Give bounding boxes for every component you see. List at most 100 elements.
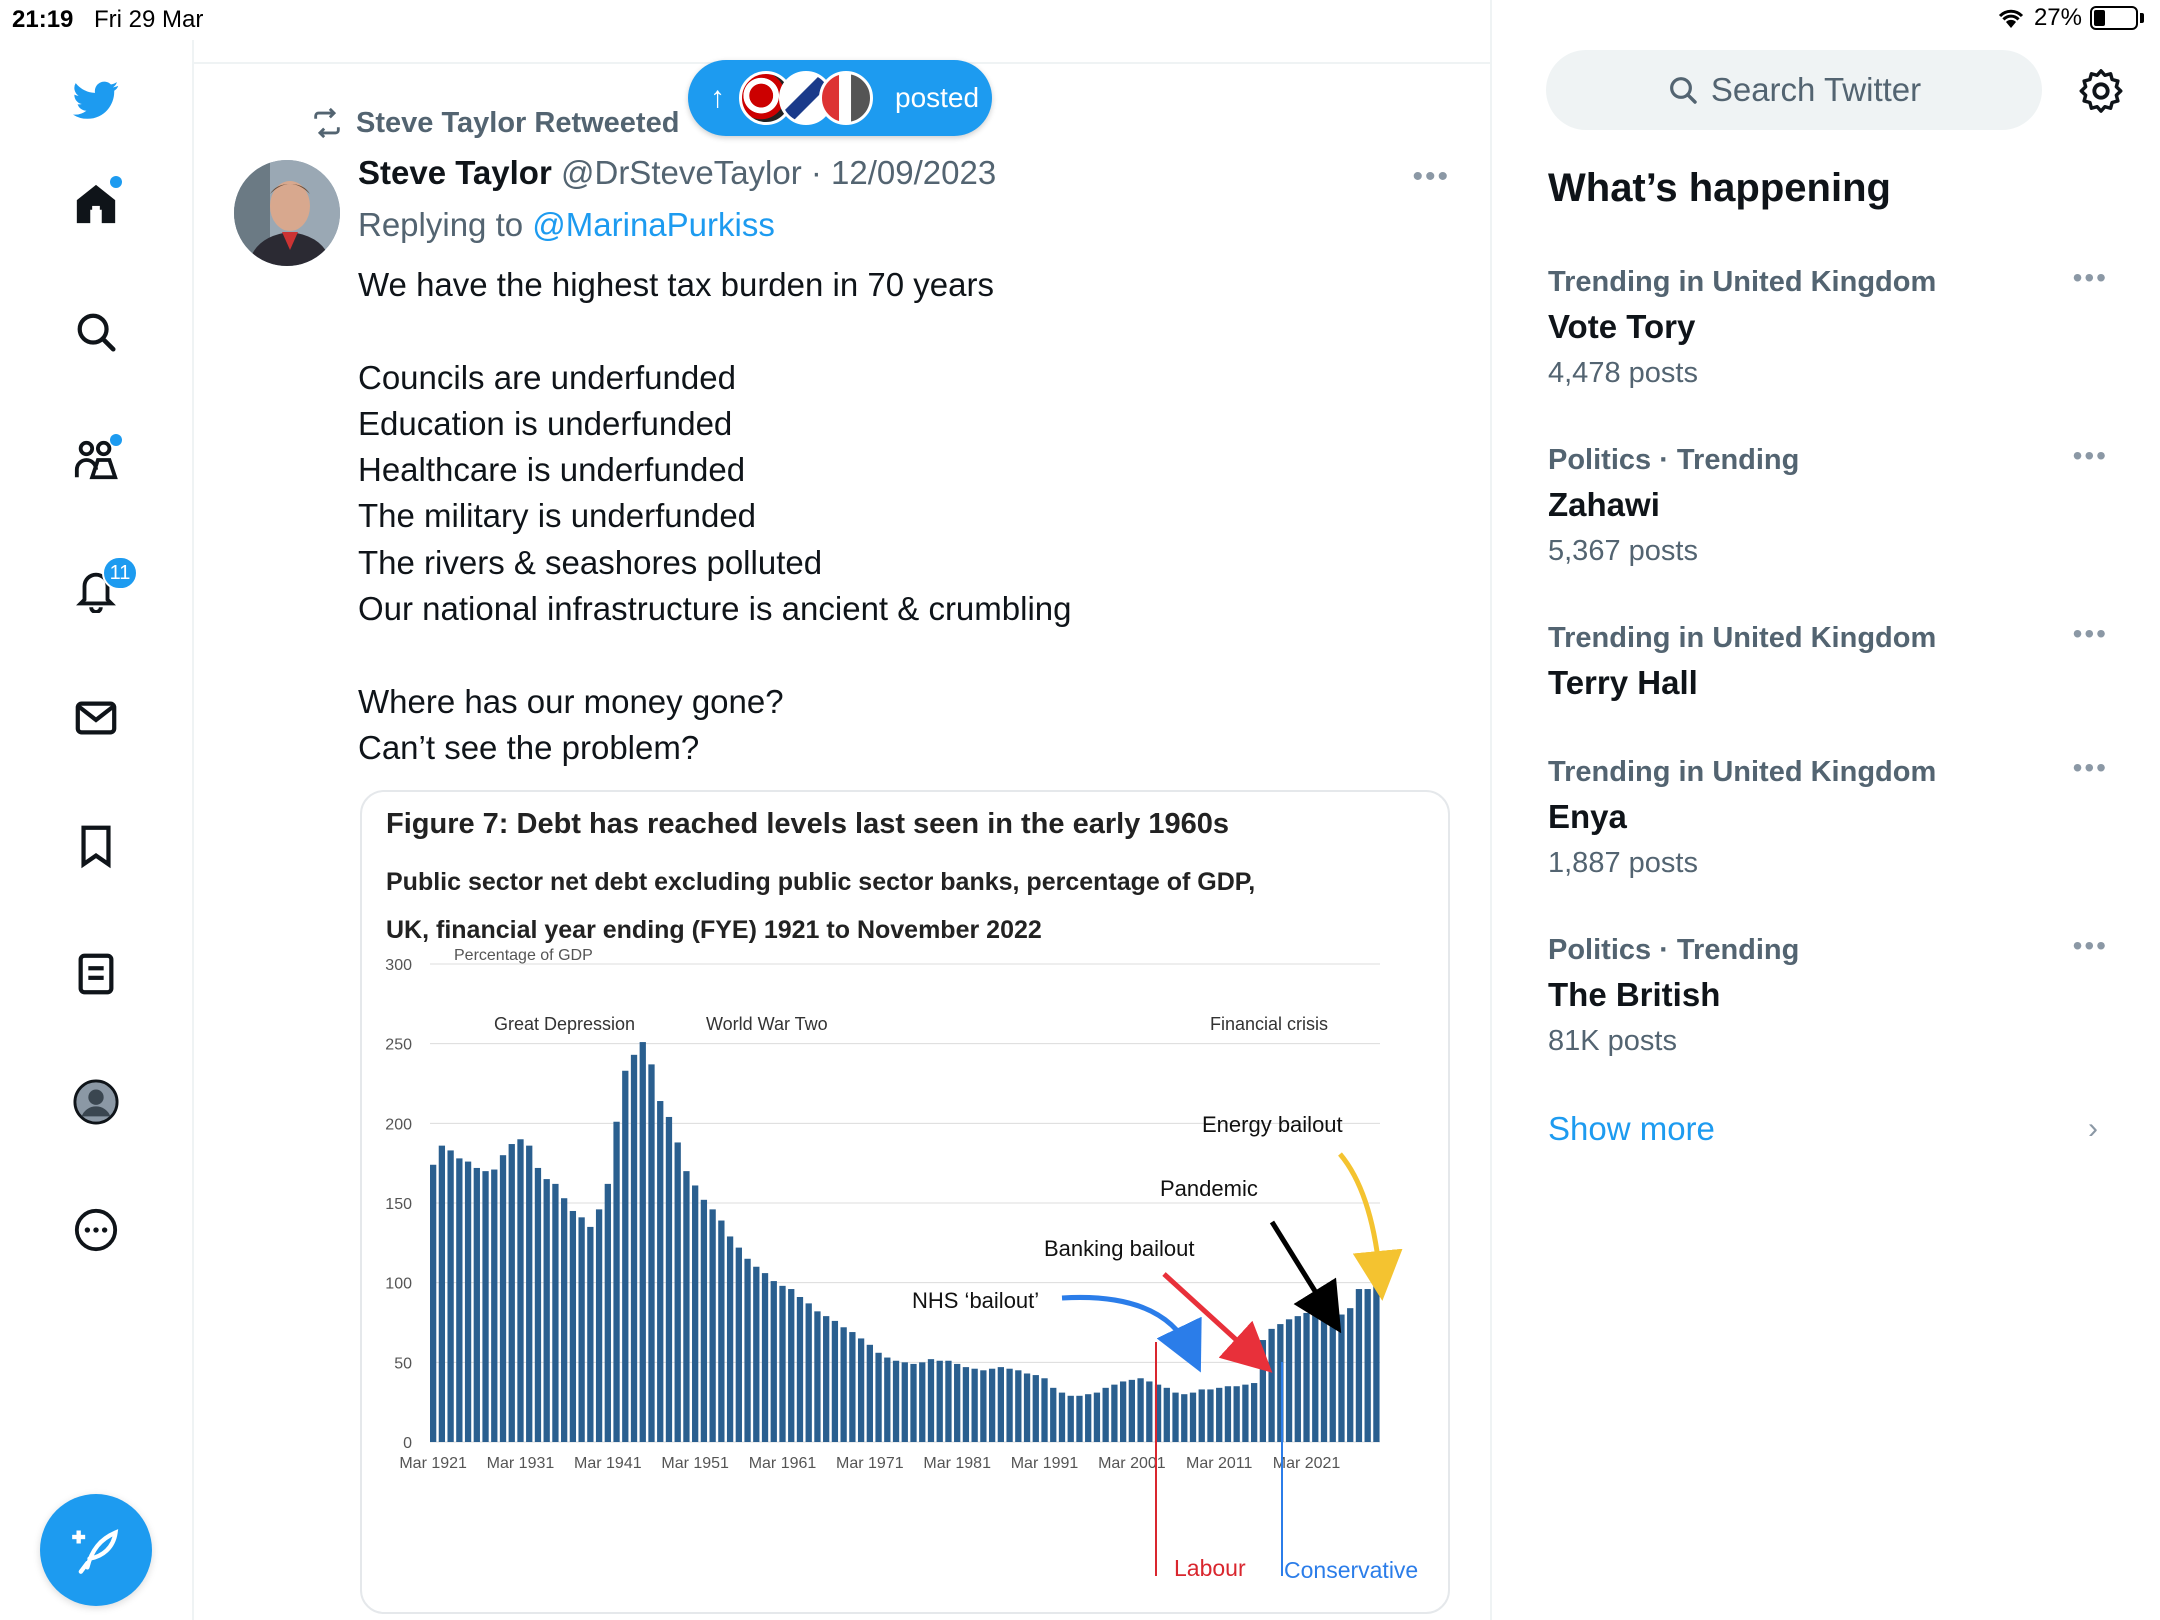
nav-bookmarks[interactable] [66,816,126,876]
nav-more[interactable] [66,1200,126,1260]
author-avatar[interactable] [234,160,340,266]
tweet-image-card[interactable]: Figure 7: Debt has reached levels last s… [360,790,1450,1614]
bar [491,1169,498,1442]
trend-item[interactable]: Trending in United Kingdom Terry Hall ••… [1548,618,2108,708]
figure-subtitle: UK, financial year ending (FYE) 1921 to … [386,916,1042,944]
nav-search[interactable] [66,302,126,362]
trend-category: Politics · Trending [1548,934,1800,966]
bar [1277,1324,1284,1442]
trend-more-icon[interactable]: ••• [2072,262,2108,293]
show-more-link[interactable]: Show more [1548,1110,1715,1147]
author-handle[interactable]: @DrSteveTaylor [560,154,802,191]
bar [1093,1392,1101,1442]
bar [1312,1312,1319,1442]
bar [997,1367,1004,1442]
x-tick-label: Mar 1941 [574,1455,642,1472]
retweet-context[interactable]: Steve Taylor Retweeted [310,106,679,140]
trend-more-icon[interactable]: ••• [2072,930,2108,961]
x-tick-label: Mar 2001 [1098,1455,1166,1472]
trend-name: Terry Hall [1548,664,1698,701]
settings-gear-icon[interactable] [2078,68,2124,114]
search-placeholder: Search Twitter [1710,71,1922,108]
bar [744,1258,751,1442]
trend-item[interactable]: Politics · Trending Zahawi 5,367 posts •… [1548,440,2108,572]
trend-name: Enya [1548,798,1627,835]
bar [1233,1386,1240,1442]
trend-posts: 81K posts [1548,1025,1677,1057]
nav-notifications[interactable]: 11 [66,556,138,620]
communities-icon [74,440,118,480]
battery-percent: 27% [2033,4,2082,31]
y-tick-label: 100 [385,1276,412,1293]
debt-bar-chart: 0 50 100 150 200 250 300 Mar 1921 Mar 1931 Mar 1… [385,947,1418,1583]
tweet-text-line: Healthcare is underfunded [358,451,746,489]
tweet-date[interactable]: 12/09/2023 [831,154,997,191]
bar [1067,1395,1074,1442]
bar [1347,1308,1354,1442]
bar [692,1185,699,1442]
bar [639,1042,646,1442]
bar [866,1344,873,1442]
nav-profile[interactable] [66,1072,126,1132]
status-time: 21:19 [12,6,74,33]
trend-more-icon[interactable]: ••• [2072,618,2108,649]
author-name[interactable]: Steve Taylor [358,154,552,191]
bar [1172,1392,1179,1442]
bar [831,1320,839,1442]
trend-category: Politics · Trending [1548,444,1800,476]
replying-handle-link[interactable]: @MarinaPurkiss [532,206,775,243]
search-input[interactable]: Search Twitter [1546,50,2042,130]
bar [648,1064,655,1442]
bar [1076,1395,1083,1442]
y-tick-label: 300 [385,957,412,974]
nav-lists[interactable] [66,944,126,1004]
x-tick-label: Mar 1971 [836,1455,904,1472]
bar [473,1167,480,1442]
nav-home[interactable] [66,174,126,234]
bar [482,1171,489,1442]
bar [1023,1373,1031,1442]
bar [1224,1386,1232,1442]
bar [552,1183,559,1442]
bar [569,1210,577,1442]
trend-item[interactable]: Politics · Trending The British 81K post… [1548,930,2108,1062]
tweet-text-line: Our national infrastructure is ancient &… [358,590,1072,628]
nav-communities[interactable] [66,430,126,490]
compose-feather-icon [72,1529,119,1574]
x-tick-label: Mar 2021 [1273,1455,1341,1472]
tweet-text-line: Education is underfunded [358,404,733,442]
twitter-logo[interactable] [66,70,126,130]
figure-subtitle: Public sector net debt excluding public … [386,868,1256,896]
bar [726,1236,734,1442]
bar [857,1338,865,1442]
new-posts-pill[interactable]: ↑ posted [688,60,992,136]
bar [1163,1387,1170,1442]
trend-more-icon[interactable]: ••• [2072,752,2108,783]
bar [761,1273,769,1442]
bar [657,1101,664,1442]
trend-name: The British [1548,976,1721,1013]
bar [578,1217,585,1442]
trend-more-icon[interactable]: ••• [2072,440,2108,471]
bar [613,1121,620,1442]
posted-label: posted [895,82,980,113]
x-tick-label: Mar 1991 [1011,1455,1079,1472]
compose-button[interactable] [40,1494,152,1606]
bar [954,1363,961,1442]
trend-item[interactable]: Trending in United Kingdom Vote Tory 4,4… [1548,262,2108,394]
tweet-more-icon[interactable]: ••• [1412,160,1450,193]
trend-name: Vote Tory [1548,308,1696,345]
bar [543,1179,550,1442]
bar [1128,1379,1136,1442]
nav-messages[interactable] [66,688,126,748]
bar [1015,1370,1022,1442]
trend-category: Trending in United Kingdom [1548,756,1937,788]
trend-item[interactable]: Trending in United Kingdom Enya 1,887 po… [1548,752,2108,884]
x-tick-label: Mar 1981 [923,1455,991,1472]
conservative-label: Conservative [1284,1557,1418,1583]
bar [884,1357,891,1442]
bar [1320,1311,1328,1442]
bar [735,1247,742,1442]
bar [823,1316,830,1442]
arrow-nhs-bailout [1061,1294,1202,1373]
